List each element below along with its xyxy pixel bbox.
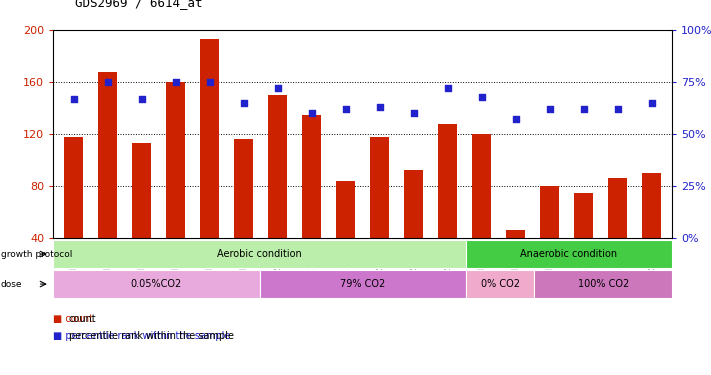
- Text: Aerobic condition: Aerobic condition: [217, 249, 302, 259]
- Text: percentile rank within the sample: percentile rank within the sample: [69, 331, 234, 340]
- Bar: [235, 139, 253, 238]
- Text: GDS2969 / 6614_at: GDS2969 / 6614_at: [75, 0, 203, 9]
- Bar: [370, 136, 389, 238]
- Bar: [302, 114, 321, 238]
- Text: 100% CO2: 100% CO2: [577, 279, 629, 289]
- Bar: [405, 171, 423, 238]
- Bar: [65, 136, 83, 238]
- Point: [136, 96, 147, 102]
- Point: [68, 96, 80, 102]
- Text: dose: dose: [1, 280, 22, 289]
- Bar: [574, 193, 593, 238]
- Point: [510, 117, 521, 123]
- Bar: [98, 72, 117, 238]
- Point: [544, 106, 555, 112]
- Bar: [201, 39, 219, 238]
- Point: [272, 85, 283, 91]
- Bar: [268, 95, 287, 238]
- Text: ■ count: ■ count: [53, 314, 93, 324]
- Bar: [506, 230, 525, 238]
- Text: 79% CO2: 79% CO2: [340, 279, 385, 289]
- Point: [204, 79, 215, 85]
- Bar: [336, 181, 355, 238]
- Point: [442, 85, 454, 91]
- Bar: [132, 143, 151, 238]
- Point: [306, 110, 317, 116]
- Point: [170, 79, 181, 85]
- Text: growth protocol: growth protocol: [1, 250, 72, 259]
- Point: [238, 100, 250, 106]
- Text: 0.05%CO2: 0.05%CO2: [131, 279, 182, 289]
- Text: count: count: [69, 314, 97, 324]
- Point: [578, 106, 589, 112]
- Bar: [166, 82, 185, 238]
- Point: [374, 104, 385, 110]
- Point: [476, 94, 487, 100]
- Point: [612, 106, 624, 112]
- Text: 0% CO2: 0% CO2: [481, 279, 520, 289]
- Bar: [642, 173, 661, 238]
- Point: [646, 100, 657, 106]
- Bar: [438, 124, 457, 238]
- Point: [408, 110, 419, 116]
- Text: Anaerobic condition: Anaerobic condition: [520, 249, 617, 259]
- Bar: [608, 178, 627, 238]
- Point: [102, 79, 113, 85]
- Bar: [540, 186, 559, 238]
- Bar: [472, 134, 491, 238]
- Text: ■ percentile rank within the sample: ■ percentile rank within the sample: [53, 331, 230, 340]
- Point: [340, 106, 351, 112]
